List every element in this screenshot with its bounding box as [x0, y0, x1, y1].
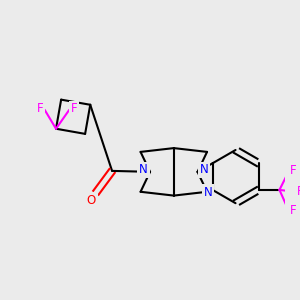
Text: F: F — [37, 102, 43, 115]
Text: N: N — [200, 164, 208, 176]
Text: F: F — [71, 102, 77, 115]
Text: F: F — [290, 204, 296, 217]
Text: F: F — [297, 185, 300, 198]
Text: O: O — [87, 194, 96, 207]
Text: N: N — [203, 186, 212, 199]
Text: F: F — [290, 164, 296, 177]
Text: N: N — [139, 164, 148, 176]
